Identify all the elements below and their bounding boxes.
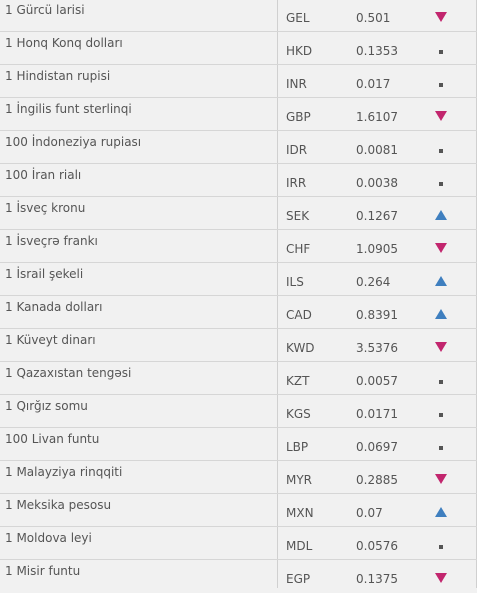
currency-rate: 0.264 (356, 275, 391, 289)
currency-name: 100 Livan funtu (5, 432, 100, 446)
table-row: 1 İngilis funt sterlinqi GBP 1.6107 (0, 98, 477, 131)
currency-rate: 1.6107 (356, 110, 398, 124)
currency-code: MXN (286, 506, 314, 520)
currency-code: KWD (286, 341, 315, 355)
currency-name: 1 Qazaxıstan tengəsi (5, 366, 132, 380)
currency-code: SEK (286, 209, 310, 223)
trend-flat-icon (434, 44, 448, 56)
table-row: 1 Malayziya rinqqiti MYR 0.2885 (0, 461, 477, 494)
table-row: 1 İsveçrə frankı CHF 1.0905 (0, 230, 477, 263)
trend-up-icon (434, 275, 448, 287)
currency-rate: 3.5376 (356, 341, 398, 355)
currency-name: 1 İsveçrə frankı (5, 234, 98, 248)
currency-code: IRR (286, 176, 307, 190)
trend-flat-icon (434, 143, 448, 155)
currency-name: 1 Kanada dolları (5, 300, 103, 314)
currency-rate: 0.07 (356, 506, 383, 520)
currency-code: CHF (286, 242, 311, 256)
trend-up-icon (434, 209, 448, 221)
currency-name: 100 İndoneziya rupiası (5, 135, 142, 149)
currency-rate: 0.0038 (356, 176, 398, 190)
trend-down-icon (434, 110, 448, 122)
table-row: 1 Moldova leyi MDL 0.0576 (0, 527, 477, 560)
currency-rate: 0.1375 (356, 572, 398, 586)
trend-up-icon (434, 506, 448, 518)
trend-up-icon (434, 308, 448, 320)
table-row: 1 Misir funtu EGP 0.1375 (0, 560, 477, 593)
trend-down-icon (434, 341, 448, 353)
column-divider (277, 0, 278, 588)
trend-flat-icon (434, 539, 448, 551)
table-row: 100 İran rialı IRR 0.0038 (0, 164, 477, 197)
currency-code: LBP (286, 440, 309, 454)
trend-flat-icon (434, 374, 448, 386)
currency-rate: 0.0057 (356, 374, 398, 388)
currency-code: HKD (286, 44, 313, 58)
currency-rate: 0.1353 (356, 44, 398, 58)
currency-name: 1 Moldova leyi (5, 531, 92, 545)
currency-rate: 0.0576 (356, 539, 398, 553)
currency-rate: 0.1267 (356, 209, 398, 223)
currency-code: KGS (286, 407, 311, 421)
currency-code: EGP (286, 572, 311, 586)
currency-name: 1 Misir funtu (5, 564, 81, 578)
currency-code: GBP (286, 110, 311, 124)
currency-code: KZT (286, 374, 310, 388)
currency-code: CAD (286, 308, 312, 322)
currency-name: 1 İsrail şekeli (5, 267, 84, 281)
table-row: 1 Qırğız somu KGS 0.0171 (0, 395, 477, 428)
currency-rate: 1.0905 (356, 242, 398, 256)
table-row: 100 Livan funtu LBP 0.0697 (0, 428, 477, 461)
currency-name: 1 Qırğız somu (5, 399, 88, 413)
currency-rate: 0.8391 (356, 308, 398, 322)
currency-name: 100 İran rialı (5, 168, 82, 182)
currency-name: 1 İngilis funt sterlinqi (5, 102, 132, 116)
currency-code: GEL (286, 11, 310, 25)
table-row: 1 Hindistan rupisi INR 0.017 (0, 65, 477, 98)
currency-code: IDR (286, 143, 308, 157)
trend-flat-icon (434, 440, 448, 452)
currency-name: 1 Gürcü larisi (5, 3, 85, 17)
currency-code: MYR (286, 473, 313, 487)
table-row: 1 Küveyt dinarı KWD 3.5376 (0, 329, 477, 362)
table-row: 1 Meksika pesosu MXN 0.07 (0, 494, 477, 527)
table-row: 1 Kanada dolları CAD 0.8391 (0, 296, 477, 329)
currency-rate: 0.0697 (356, 440, 398, 454)
currency-rate: 0.017 (356, 77, 391, 91)
currency-name: 1 İsveç kronu (5, 201, 86, 215)
currency-name: 1 Küveyt dinarı (5, 333, 96, 347)
currency-code: MDL (286, 539, 313, 553)
table-row: 1 Qazaxıstan tengəsi KZT 0.0057 (0, 362, 477, 395)
trend-flat-icon (434, 77, 448, 89)
table-row: 1 Gürcü larisi GEL 0.501 (0, 0, 477, 32)
currency-name: 1 Honq Konq dolları (5, 36, 123, 50)
currency-name: 1 Meksika pesosu (5, 498, 112, 512)
table-row: 1 İsveç kronu SEK 0.1267 (0, 197, 477, 230)
trend-down-icon (434, 473, 448, 485)
currency-name: 1 Hindistan rupisi (5, 69, 111, 83)
table-row: 1 İsrail şekeli ILS 0.264 (0, 263, 477, 296)
trend-down-icon (434, 242, 448, 254)
trend-flat-icon (434, 407, 448, 419)
currency-name: 1 Malayziya rinqqiti (5, 465, 123, 479)
currency-code: INR (286, 77, 307, 91)
trend-flat-icon (434, 176, 448, 188)
currency-rate: 0.2885 (356, 473, 398, 487)
table-row: 1 Honq Konq dolları HKD 0.1353 (0, 32, 477, 65)
currency-rate: 0.0171 (356, 407, 398, 421)
currency-rate: 0.501 (356, 11, 391, 25)
currency-code: ILS (286, 275, 304, 289)
trend-down-icon (434, 572, 448, 584)
trend-down-icon (434, 11, 448, 23)
table-row: 100 İndoneziya rupiası IDR 0.0081 (0, 131, 477, 164)
currency-rate: 0.0081 (356, 143, 398, 157)
